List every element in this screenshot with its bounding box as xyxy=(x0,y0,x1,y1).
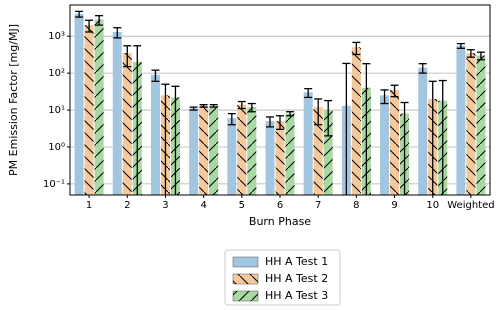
x-tick-label: 3 xyxy=(162,200,168,211)
bar xyxy=(227,118,237,195)
x-tick-label: 4 xyxy=(200,200,206,211)
plot-frame xyxy=(69,4,491,196)
bar xyxy=(112,31,122,195)
y-tick-label: 10⁰ xyxy=(48,142,65,153)
bar-hatch xyxy=(94,19,104,196)
bar-hatch xyxy=(199,105,209,195)
legend-swatch xyxy=(232,256,259,268)
x-tick-label: 6 xyxy=(277,200,283,211)
bar xyxy=(303,92,313,195)
bar-hatch xyxy=(390,89,400,195)
y-axis-label: PM Emission Factor [mg/MJ] xyxy=(7,24,20,176)
bar xyxy=(456,45,466,196)
legend-label: HH A Test 2 xyxy=(265,272,328,285)
x-tick-label: 10 xyxy=(426,200,439,211)
bar-hatch xyxy=(466,53,476,195)
y-tick-label: 10³ xyxy=(48,31,65,42)
bar-hatch xyxy=(122,53,132,195)
legend-label: HH A Test 3 xyxy=(265,289,328,302)
y-tick-label: 10² xyxy=(48,68,65,79)
bar-hatch xyxy=(313,107,323,195)
x-tick-label: 9 xyxy=(391,200,397,211)
legend-hatch xyxy=(233,291,258,301)
bar-hatch xyxy=(351,47,361,196)
bar-hatch xyxy=(285,113,295,195)
bar-hatch xyxy=(237,104,247,195)
bar xyxy=(380,95,390,195)
bar xyxy=(265,121,275,195)
bar xyxy=(150,74,160,195)
bar-hatch xyxy=(323,110,333,195)
y-tick-label: 10⁻¹ xyxy=(43,179,65,190)
bar-hatch xyxy=(84,25,94,196)
x-tick-label: 8 xyxy=(353,200,359,211)
bar xyxy=(418,67,428,195)
x-tick-label: 5 xyxy=(239,200,245,211)
bar-hatch xyxy=(247,107,257,195)
bar-hatch xyxy=(209,105,219,195)
bar xyxy=(189,108,199,195)
y-tick-label: 10¹ xyxy=(48,105,65,116)
x-tick-label: 7 xyxy=(315,200,321,211)
x-tick-label: 2 xyxy=(124,200,130,211)
bar-hatch xyxy=(275,121,285,195)
x-tick-label: 1 xyxy=(86,200,92,211)
legend-label: HH A Test 1 xyxy=(265,255,328,268)
bar xyxy=(74,13,84,195)
x-tick-label: Weighted xyxy=(447,200,494,211)
bar-hatch xyxy=(476,55,486,195)
legend-hatch xyxy=(233,274,258,284)
x-axis-label: Burn Phase xyxy=(249,215,311,228)
